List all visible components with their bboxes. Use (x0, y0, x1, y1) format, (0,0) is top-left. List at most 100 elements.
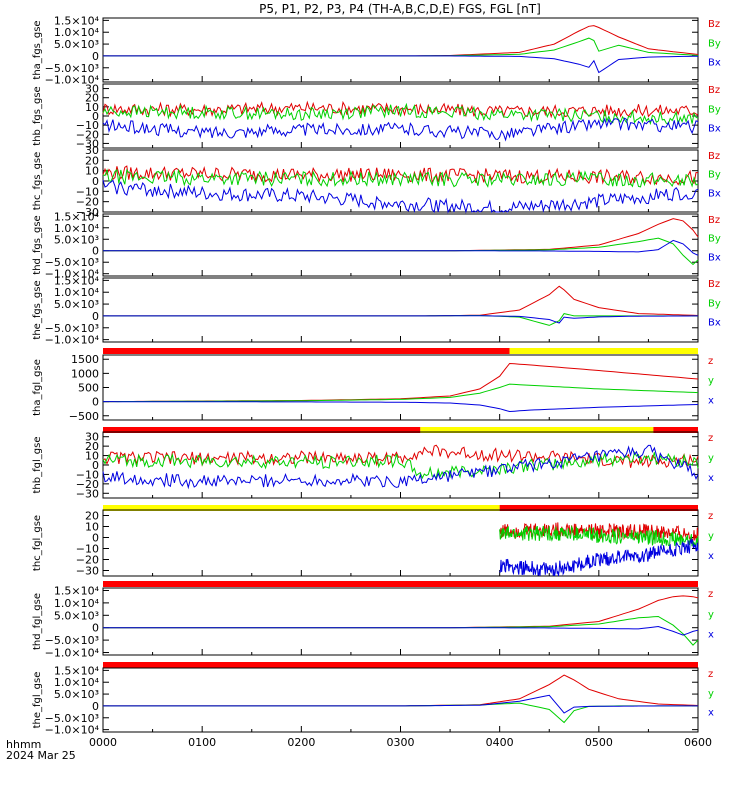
panel-ylabel: thd_fgl_gse (32, 593, 43, 650)
x-tick-label: 0100 (188, 736, 216, 749)
panel-tha_fgs_gse: 1.5×10⁴1.0×10⁴5.0×10³0−5.0×10³−1.0×10⁴th… (32, 14, 721, 86)
y-tick-label: 1.5×10⁴ (54, 274, 100, 287)
status-bar-segment (499, 505, 698, 511)
series-line-x (103, 694, 698, 714)
panel-frame (102, 277, 699, 343)
status-bar-segment (103, 348, 510, 354)
series-line-By (103, 37, 699, 57)
y-tick-label: −1.0×10⁴ (45, 724, 100, 737)
legend-entry: y (708, 609, 714, 620)
panel-ylabel: the_fgl_gse (32, 672, 43, 729)
y-tick-label: 10 (85, 101, 99, 114)
y-tick-label: −5.0×10³ (45, 256, 99, 269)
y-tick-label: 1.0×10⁴ (54, 597, 100, 610)
y-tick-label: 0 (92, 532, 99, 545)
panel-ylabel: thc_fgl_gse (32, 515, 43, 571)
legend-entry: x (708, 708, 714, 719)
y-tick-label: 1.0×10⁴ (54, 26, 100, 39)
panel-ylabel: thd_fgs_gse (32, 215, 43, 274)
x-tick-label: 0600 (684, 736, 712, 749)
series-line-z (103, 362, 699, 403)
legend-entry: By (708, 234, 721, 245)
legend-entry: Bx (708, 188, 721, 199)
y-tick-label: −10 (76, 468, 99, 481)
y-tick-label: −500 (69, 410, 99, 423)
panel-the_fgs_gse: 1.5×10⁴1.0×10⁴5.0×10³0−5.0×10³−1.0×10⁴th… (32, 274, 721, 346)
y-tick-label: 10 (85, 165, 99, 178)
y-tick-label: 1.5×10⁴ (54, 210, 100, 223)
y-tick-label: 30 (85, 83, 99, 96)
legend-entry: Bz (708, 85, 720, 96)
panel-ylabel: thc_fgs_gse (32, 152, 43, 211)
y-tick-label: 500 (78, 382, 99, 395)
legend-entry: x (708, 395, 714, 406)
y-tick-label: 5.0×10³ (54, 688, 99, 701)
y-tick-label: 0 (92, 700, 99, 713)
series-line-Bx (103, 239, 699, 256)
legend-entry: y (708, 688, 714, 699)
series-line-Bz (102, 165, 699, 186)
y-tick-label: 30 (85, 431, 99, 444)
y-tick-label: −20 (76, 196, 99, 209)
legend-entry: Bz (708, 19, 720, 30)
legend-entry: Bx (708, 58, 721, 69)
series-line-y (103, 383, 699, 403)
y-tick-label: 5.0×10³ (54, 38, 99, 51)
x-tick-label: 0500 (585, 736, 613, 749)
y-tick-label: −20 (76, 554, 99, 567)
legend-entry: By (708, 298, 721, 309)
legend-entry: x (708, 551, 714, 562)
y-tick-label: −10 (76, 185, 99, 198)
x-tick-label: 0300 (387, 736, 415, 749)
panel-ylabel: thb_fgs_gse (32, 86, 43, 145)
panel-the_fgl_gse: 1.5×10⁴1.0×10⁴5.0×10³0−5.0×10³−1.0×10⁴th… (32, 662, 714, 737)
y-tick-label: −1.0×10⁴ (45, 268, 100, 281)
y-tick-label: −30 (76, 487, 99, 500)
legend-entry: z (708, 669, 713, 680)
y-tick-label: 0 (92, 110, 99, 123)
y-tick-label: 0 (92, 396, 99, 409)
y-tick-label: 5.0×10³ (54, 298, 99, 311)
legend-entry: y (708, 376, 714, 387)
y-tick-label: 1.5×10⁴ (54, 584, 100, 597)
series-line-y (499, 524, 699, 548)
legend-entry: Bz (708, 151, 720, 162)
y-tick-label: 0 (92, 245, 99, 258)
y-tick-label: 1.5×10⁴ (54, 14, 100, 27)
status-bar-segment (420, 427, 654, 433)
y-tick-label: 5.0×10³ (54, 233, 99, 246)
series-line-y (102, 450, 699, 480)
y-tick-label: 20 (85, 510, 99, 523)
y-tick-label: 10 (85, 521, 99, 534)
legend-entry: z (708, 433, 713, 444)
y-tick-label: −5.0×10³ (45, 712, 99, 725)
legend-entry: Bx (708, 318, 721, 329)
y-tick-label: 20 (85, 92, 99, 105)
y-tick-label: −20 (76, 128, 99, 141)
status-bar-segment (103, 662, 698, 668)
y-tick-label: −1.0×10⁴ (45, 334, 100, 347)
panel-frame (102, 667, 699, 733)
x-tick-label: 0000 (89, 736, 117, 749)
legend-entry: By (708, 104, 721, 115)
y-tick-label: −5.0×10³ (45, 322, 99, 335)
panel-thd_fgl_gse: 1.5×10⁴1.0×10⁴5.0×10³0−5.0×10³−1.0×10⁴th… (32, 581, 714, 660)
series-line-Bz (103, 285, 699, 317)
series-line-Bx (103, 315, 698, 324)
y-tick-label: −30 (76, 206, 99, 219)
plot-title: P5, P1, P2, P3, P4 (TH-A,B,C,D,E) FGS, F… (259, 2, 541, 16)
series-line-By (103, 313, 698, 326)
series-line-By (102, 102, 699, 126)
x-tick-label: 0200 (287, 736, 315, 749)
panel-ylabel: the_fgs_gse (32, 280, 43, 339)
status-bar-segment (103, 427, 421, 433)
series-line-Bx (103, 55, 699, 74)
y-tick-label: −10 (76, 543, 99, 556)
y-tick-label: −30 (76, 565, 99, 578)
status-bar-segment (103, 505, 500, 511)
